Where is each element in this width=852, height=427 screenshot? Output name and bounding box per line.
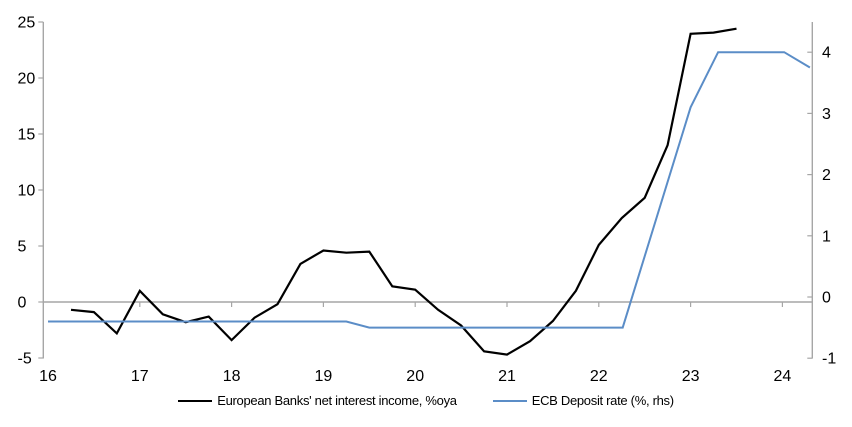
legend-label-net-interest-income: European Banks' net interest income, %oy… <box>217 393 457 408</box>
right-axis-tick-label: 0 <box>822 290 831 307</box>
x-axis-tick-label: 19 <box>315 368 333 385</box>
x-axis-tick-label: 24 <box>774 368 792 385</box>
x-axis-tick-label: 18 <box>223 368 241 385</box>
right-axis-tick-label: 1 <box>822 228 831 245</box>
x-axis-tick-label: 17 <box>131 368 149 385</box>
left-axis-tick-label: -5 <box>18 351 32 368</box>
black-line-swatch <box>178 399 213 402</box>
legend-label-ecb-deposit-rate: ECB Deposit rate (%, rhs) <box>531 393 674 408</box>
left-axis-tick-label: 10 <box>18 183 36 200</box>
legend-item-net-interest-income: European Banks' net interest income, %oy… <box>178 393 457 408</box>
right-axis-tick-label: -1 <box>822 351 836 368</box>
ecb-line <box>48 51 811 329</box>
right-axis-tick-label: 2 <box>822 167 831 184</box>
left-axis-tick-label: 20 <box>18 71 36 88</box>
legend-item-ecb-deposit-rate: ECB Deposit rate (%, rhs) <box>492 393 674 408</box>
chart-legend: European Banks' net interest income, %oy… <box>0 393 852 408</box>
x-axis-tick-label: 20 <box>406 368 424 385</box>
x-axis-tick-label: 21 <box>498 368 516 385</box>
right-axis-tick-label: 4 <box>822 45 831 62</box>
left-axis-tick-label: 5 <box>18 239 27 256</box>
blue-line-swatch <box>492 399 527 402</box>
left-axis-tick-label: 15 <box>18 127 36 144</box>
nii-line <box>70 27 737 356</box>
left-axis-tick-label: 25 <box>18 15 36 32</box>
x-axis-tick-label: 23 <box>682 368 700 385</box>
x-axis-tick-label: 16 <box>39 368 57 385</box>
left-axis-tick-label: 0 <box>18 295 27 312</box>
x-axis-tick-label: 22 <box>590 368 608 385</box>
right-axis-tick-label: 3 <box>822 106 831 123</box>
